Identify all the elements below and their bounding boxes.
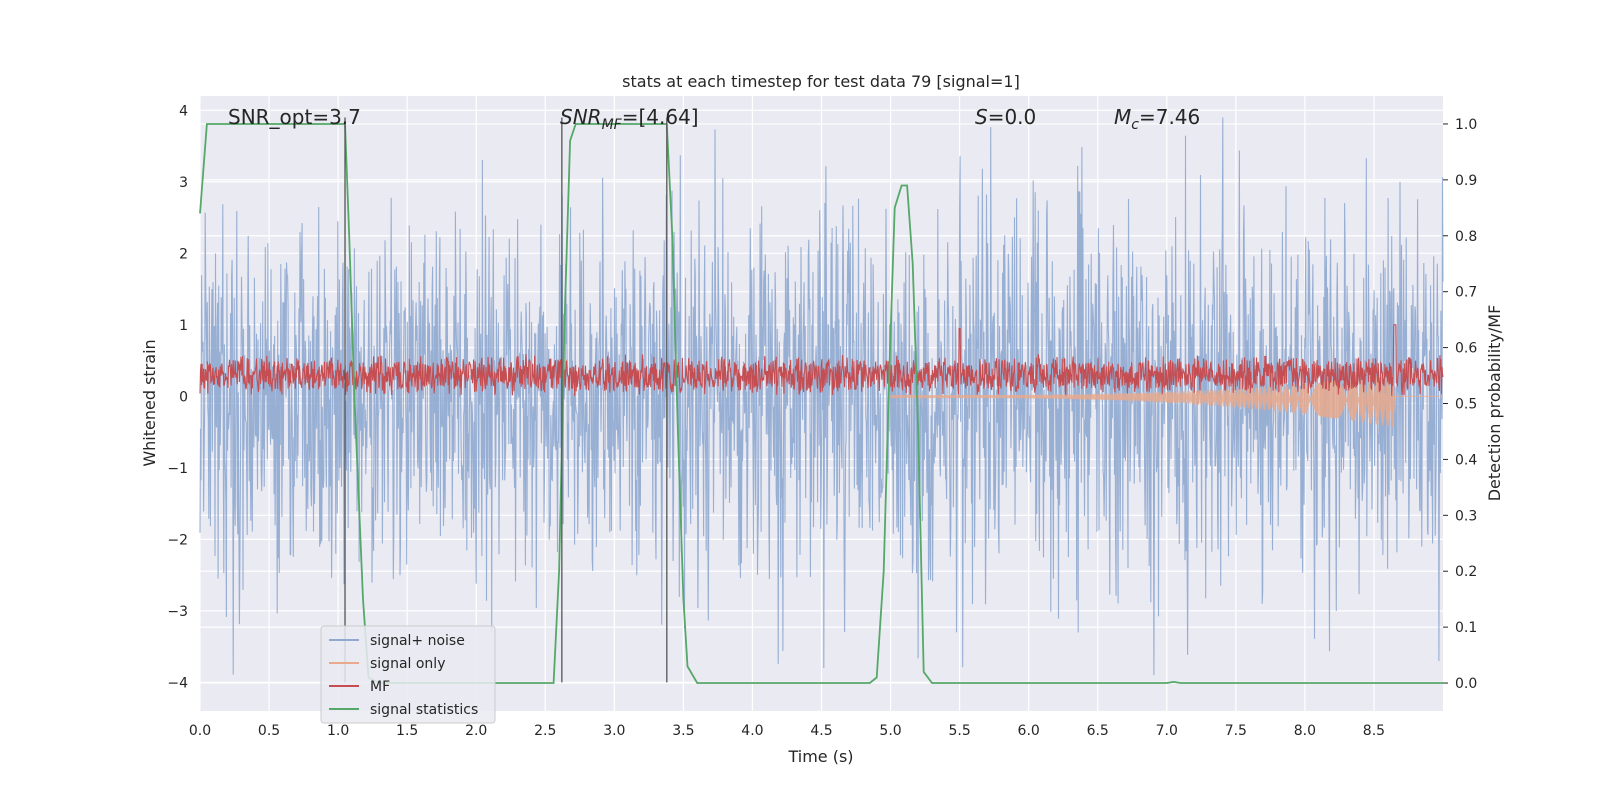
x-tick-label: 5.0 xyxy=(879,723,901,739)
x-tick-label: 6.0 xyxy=(1018,723,1040,739)
y-tick-label: 1 xyxy=(179,318,188,334)
y2-tick-label: 0.6 xyxy=(1455,341,1477,357)
y-tick-label: 2 xyxy=(179,246,188,262)
ticks: 0.0 0.5 1.0 1.5 2.0 2.5 3.0 3.5 4.0 4.5 5.0 5.5 6.0 6… xyxy=(167,103,1477,739)
chart-title: stats at each timestep for test data 79 … xyxy=(622,72,1020,91)
legend-label-signal-only: signal only xyxy=(370,656,445,672)
y2-tick-label: 0.7 xyxy=(1455,285,1477,301)
x-tick-label: 1.0 xyxy=(327,723,349,739)
mc-subscript: c xyxy=(1131,117,1139,133)
snr-mf-symbol: SNR xyxy=(560,105,602,129)
vertical-lines xyxy=(344,117,668,683)
legend: signal+ noise signal only MF signal stat… xyxy=(320,625,496,724)
y2-tick-label: 0.5 xyxy=(1455,397,1477,413)
series-layer xyxy=(199,117,1444,684)
x-tick-label: 3.0 xyxy=(603,723,625,739)
s-value: =0.0 xyxy=(988,105,1037,129)
x-tick-label: 1.5 xyxy=(396,723,418,739)
legend-label-mf: MF xyxy=(370,679,390,695)
x-tick-label: 0.0 xyxy=(189,723,211,739)
mc-symbol: M xyxy=(1114,105,1131,129)
x-axis-label: Time (s) xyxy=(787,747,853,766)
mc-value: =7.46 xyxy=(1139,105,1200,129)
annotation-s: S=0.0 xyxy=(975,105,1036,129)
x-tick-label: 3.5 xyxy=(672,723,694,739)
y2-tick-label: 0.8 xyxy=(1455,229,1477,245)
y2-tick-label: 0.1 xyxy=(1455,620,1477,636)
snr-mf-subscript: MF xyxy=(602,117,623,133)
legend-box xyxy=(320,625,496,724)
x-tick-label: 7.0 xyxy=(1156,723,1178,739)
legend-label-signal-statistics: signal statistics xyxy=(370,702,478,718)
y2-tick-label: 0.4 xyxy=(1455,452,1477,468)
x-tick-label: 7.5 xyxy=(1225,723,1247,739)
x-tick-label: 8.0 xyxy=(1294,723,1316,739)
y-tick-label: −4 xyxy=(167,675,188,691)
snr-mf-value: =[4.64] xyxy=(622,105,699,129)
y2-tick-label: 0.0 xyxy=(1455,676,1477,692)
legend-label-signal-noise: signal+ noise xyxy=(370,633,465,649)
y-tick-label: 4 xyxy=(179,103,188,119)
series-mf-line xyxy=(199,324,1444,396)
x-tick-label: 2.5 xyxy=(534,723,556,739)
x-tick-label: 8.5 xyxy=(1363,723,1385,739)
y2-tick-label: 1.0 xyxy=(1455,117,1477,133)
series-signal-statistics-line xyxy=(199,123,1443,684)
x-tick-label: 4.5 xyxy=(810,723,832,739)
annotation-snr-mf: SNRMF=[4.64] xyxy=(560,105,699,133)
y-tick-label: −2 xyxy=(167,532,188,548)
y2-tick-label: 0.2 xyxy=(1455,564,1477,580)
series-signal-only-line xyxy=(890,374,1443,428)
x-tick-label: 0.5 xyxy=(258,723,280,739)
series-signal-noise-line xyxy=(199,117,1444,676)
y-axis-label: Whitened strain xyxy=(140,339,159,466)
y-tick-label: 0 xyxy=(179,389,188,405)
annotation-mc: Mc=7.46 xyxy=(1114,105,1200,133)
s-symbol: S xyxy=(975,105,988,129)
y2-tick-label: 0.3 xyxy=(1455,508,1477,524)
x-tick-label: 5.5 xyxy=(948,723,970,739)
y-tick-label: −1 xyxy=(167,461,188,477)
x-tick-label: 4.0 xyxy=(741,723,763,739)
y2-axis-label: Detection probability/MF xyxy=(1485,305,1504,502)
x-tick-label: 2.0 xyxy=(465,723,487,739)
x-tick-label: 6.5 xyxy=(1087,723,1109,739)
y-tick-label: 3 xyxy=(179,175,188,191)
y2-tick-label: 0.9 xyxy=(1455,173,1477,189)
y-tick-label: −3 xyxy=(167,604,188,620)
annotation-snr-opt: SNR_opt=3.7 xyxy=(228,105,361,129)
